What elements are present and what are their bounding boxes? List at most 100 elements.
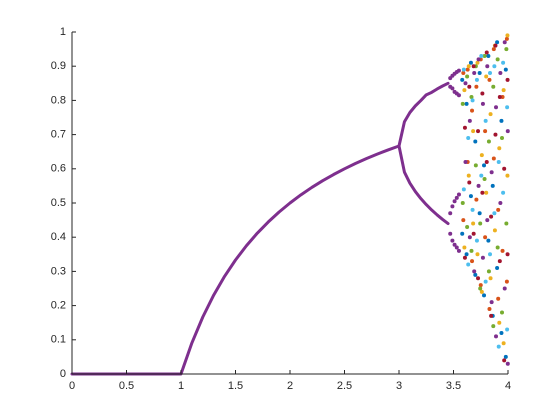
point — [452, 242, 457, 247]
point — [504, 36, 509, 41]
point — [494, 105, 499, 110]
point — [464, 252, 469, 257]
point — [483, 129, 488, 134]
point — [462, 245, 467, 250]
point — [504, 47, 509, 52]
x-tick-label: 0.5 — [119, 380, 134, 392]
point — [496, 159, 501, 164]
point — [482, 293, 487, 298]
point — [454, 245, 459, 250]
x-tick-label: 2 — [287, 380, 293, 392]
y-tick-label: 0.8 — [51, 94, 66, 106]
point — [480, 91, 485, 96]
y-tick-label: 0.5 — [51, 197, 66, 209]
x-tick-label: 4 — [505, 380, 511, 392]
point — [461, 71, 466, 76]
point — [467, 180, 472, 185]
point — [475, 252, 480, 257]
point — [492, 228, 497, 233]
branch-line — [397, 144, 450, 226]
point — [450, 86, 455, 91]
point — [474, 238, 479, 243]
point — [469, 94, 474, 99]
point — [487, 77, 492, 82]
point — [462, 88, 467, 93]
point — [488, 71, 493, 76]
point — [470, 259, 475, 264]
point — [463, 159, 468, 164]
point — [456, 68, 461, 73]
point — [450, 238, 455, 243]
y-tick-label: 0.9 — [51, 60, 66, 72]
point — [478, 221, 483, 226]
point — [484, 190, 489, 195]
point — [498, 71, 503, 76]
point — [492, 64, 497, 69]
point — [476, 57, 481, 62]
point — [494, 334, 499, 339]
point — [505, 77, 510, 82]
point — [479, 173, 484, 178]
point — [490, 183, 495, 188]
point — [491, 84, 496, 89]
point — [476, 276, 481, 281]
point — [501, 341, 506, 346]
x-tick-label: 3.5 — [446, 380, 461, 392]
point — [489, 214, 494, 219]
point — [478, 286, 483, 291]
point — [450, 204, 455, 209]
point — [480, 101, 485, 106]
point — [467, 84, 472, 89]
point — [454, 195, 459, 200]
point — [478, 283, 483, 288]
point — [489, 300, 494, 305]
point — [460, 201, 465, 205]
point — [484, 74, 489, 79]
point — [488, 276, 493, 281]
point — [491, 47, 496, 52]
point — [483, 118, 488, 123]
point — [460, 101, 465, 106]
point — [505, 327, 510, 332]
point — [505, 361, 510, 366]
point — [479, 53, 484, 58]
point — [470, 108, 475, 113]
point — [496, 207, 501, 212]
point — [480, 190, 485, 195]
y-tick-label: 0.4 — [51, 231, 66, 243]
point — [473, 163, 478, 168]
point — [499, 118, 504, 123]
point — [472, 71, 477, 76]
branch-line — [397, 81, 450, 148]
point — [496, 296, 501, 301]
point — [495, 245, 500, 250]
point — [486, 269, 491, 274]
point — [470, 207, 475, 212]
point — [504, 279, 509, 284]
point — [505, 173, 510, 178]
point — [491, 324, 496, 329]
point — [474, 197, 479, 202]
point — [464, 101, 469, 106]
point — [479, 153, 484, 158]
point — [500, 248, 505, 253]
point — [498, 201, 503, 205]
point — [504, 221, 509, 226]
point — [466, 136, 471, 141]
x-tick-label: 3 — [396, 380, 402, 392]
x-tick-label: 2.5 — [337, 380, 352, 392]
point — [468, 60, 473, 65]
point — [485, 64, 490, 69]
point — [492, 211, 497, 216]
point — [493, 132, 498, 137]
point — [462, 255, 467, 260]
point — [484, 159, 489, 164]
branch-line — [70, 144, 401, 376]
point — [499, 330, 504, 335]
x-tick-label: 1 — [178, 380, 184, 392]
point — [480, 255, 485, 260]
point — [479, 289, 484, 294]
point — [496, 344, 501, 349]
point — [502, 40, 507, 45]
